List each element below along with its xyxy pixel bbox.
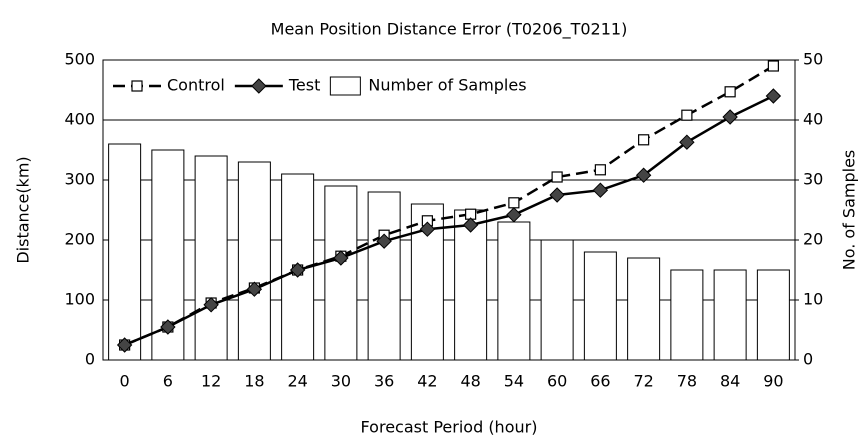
legend-marker (251, 78, 267, 94)
marker (462, 217, 479, 233)
bar (583, 251, 617, 361)
x-tick-label: 66 (590, 372, 610, 391)
marker (722, 109, 738, 125)
x-tick-label: 48 (460, 372, 480, 391)
bar (194, 155, 228, 361)
x-tick-label: 78 (677, 372, 697, 391)
y2-tick-label: 0 (803, 350, 813, 369)
bar (627, 257, 661, 361)
x-tick-label: 24 (287, 372, 307, 391)
marker (116, 337, 133, 353)
x-tick-label: 30 (331, 372, 351, 391)
x-tick-label: 36 (374, 372, 394, 391)
legend-marker (131, 80, 143, 92)
bar (237, 161, 271, 361)
bar (367, 191, 401, 361)
marker (419, 221, 436, 237)
legend-label: Number of Samples (368, 76, 526, 95)
y2-tick-label: 50 (803, 50, 823, 69)
bar (713, 269, 747, 361)
marker (638, 134, 650, 146)
x-tick-label: 90 (763, 372, 783, 391)
y-axis-label: Distance(km) (14, 156, 33, 263)
marker (506, 207, 522, 223)
y-tick-label: 300 (64, 170, 95, 189)
legend-box (107, 70, 697, 102)
marker (592, 182, 609, 198)
marker (160, 319, 176, 335)
x-tick-label: 54 (504, 372, 524, 391)
x-tick-label: 6 (163, 372, 173, 391)
marker (508, 197, 520, 209)
y-tick-label: 100 (64, 290, 95, 309)
marker (333, 250, 349, 266)
bar (108, 143, 142, 361)
bar (670, 269, 704, 361)
y-tick-label: 0 (85, 350, 95, 369)
bar (324, 185, 358, 361)
x-tick-label: 84 (720, 372, 740, 391)
x-axis-label: Forecast Period (hour) (361, 418, 538, 437)
legend-label: Test (288, 76, 321, 95)
y-tick-label: 200 (64, 230, 95, 249)
y2-axis-label: No. of Samples (840, 150, 859, 270)
marker (765, 88, 782, 104)
marker (594, 164, 606, 176)
x-tick-label: 18 (244, 372, 264, 391)
bar (497, 221, 531, 361)
y-tick-label: 500 (64, 50, 95, 69)
marker (376, 233, 392, 249)
bar (454, 209, 488, 361)
bar (540, 239, 574, 361)
legend-swatch (329, 76, 361, 96)
marker (551, 171, 563, 183)
y2-tick-label: 20 (803, 230, 823, 249)
marker (246, 281, 263, 297)
marker (289, 262, 306, 278)
marker (724, 86, 736, 98)
x-tick-label: 12 (201, 372, 221, 391)
y2-tick-label: 30 (803, 170, 823, 189)
x-tick-label: 0 (120, 372, 130, 391)
legend-label: Control (167, 76, 225, 95)
line (124, 64, 775, 347)
y2-tick-label: 10 (803, 290, 823, 309)
marker (635, 167, 652, 183)
line (124, 94, 774, 347)
y2-tick-label: 40 (803, 110, 823, 129)
marker (767, 60, 779, 72)
marker (549, 187, 565, 203)
x-tick-label: 42 (417, 372, 437, 391)
marker (681, 109, 693, 121)
chart-title: Mean Position Distance Error (T0206_T021… (271, 20, 628, 40)
plot-frame (102, 59, 796, 361)
marker (203, 297, 219, 313)
x-tick-label: 60 (547, 372, 567, 391)
marker (679, 134, 695, 150)
x-tick-label: 72 (633, 372, 653, 391)
y-tick-label: 400 (64, 110, 95, 129)
bar (756, 269, 790, 361)
